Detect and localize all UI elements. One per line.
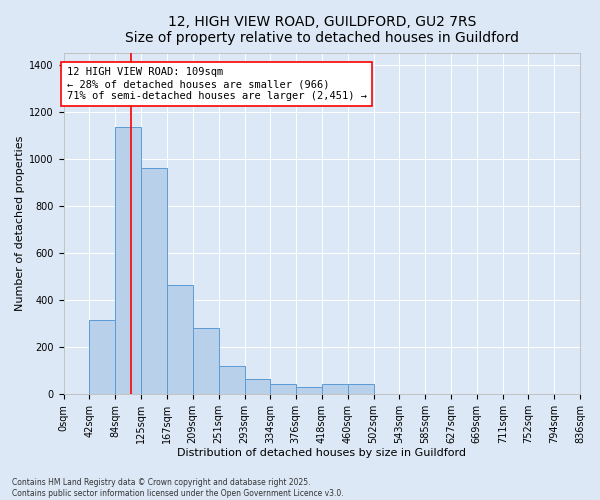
- Bar: [115, 128, 141, 394]
- Text: 12 HIGH VIEW ROAD: 109sqm
← 28% of detached houses are smaller (966)
71% of semi: 12 HIGH VIEW ROAD: 109sqm ← 28% of detac…: [67, 68, 367, 100]
- Bar: [193, 328, 218, 394]
- Text: Contains HM Land Registry data © Crown copyright and database right 2025.
Contai: Contains HM Land Registry data © Crown c…: [12, 478, 344, 498]
- Bar: [270, 384, 296, 394]
- Bar: [167, 285, 193, 394]
- Bar: [348, 384, 374, 394]
- Bar: [245, 379, 270, 394]
- X-axis label: Distribution of detached houses by size in Guildford: Distribution of detached houses by size …: [177, 448, 466, 458]
- Y-axis label: Number of detached properties: Number of detached properties: [15, 136, 25, 312]
- Bar: [141, 168, 167, 394]
- Bar: [218, 366, 245, 394]
- Bar: [296, 387, 322, 394]
- Bar: [322, 384, 348, 394]
- Title: 12, HIGH VIEW ROAD, GUILDFORD, GU2 7RS
Size of property relative to detached hou: 12, HIGH VIEW ROAD, GUILDFORD, GU2 7RS S…: [125, 15, 519, 45]
- Bar: [89, 320, 115, 394]
